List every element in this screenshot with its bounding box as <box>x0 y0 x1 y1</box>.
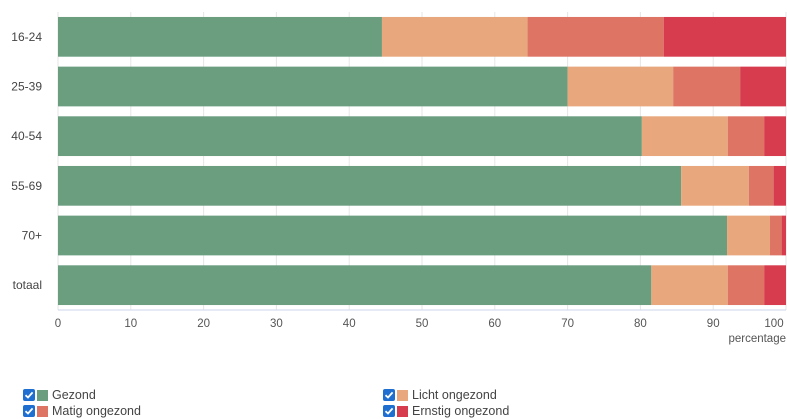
x-tick-label: 70 <box>561 318 574 330</box>
bar-segment <box>681 165 749 206</box>
category-label: 70+ <box>22 229 42 243</box>
checkbox-icon[interactable] <box>23 389 35 401</box>
x-tick-label: 60 <box>488 318 501 330</box>
legend-label: Licht ongezond <box>412 388 497 402</box>
bar-segment <box>58 165 682 206</box>
checkbox-icon[interactable] <box>23 405 35 417</box>
bar-segment <box>58 215 728 256</box>
x-tick-label: 30 <box>270 318 283 330</box>
bar-segment <box>740 66 786 107</box>
bar-segment <box>58 16 382 57</box>
chart-svg: 16-24 25-39 40-54 55-69 70+ totaal 0 10 20 30 40 50… <box>11 12 787 345</box>
bar-segment <box>748 165 774 206</box>
x-tick-label: 100 <box>764 318 783 330</box>
bar-segment <box>673 66 741 107</box>
bar-segment <box>773 165 786 206</box>
bar-segment <box>764 265 786 306</box>
bar-segment <box>727 215 770 256</box>
checkbox-icon[interactable] <box>383 389 395 401</box>
checkbox-icon[interactable] <box>383 405 395 417</box>
category-label: 25-39 <box>11 80 42 94</box>
bar-segment <box>381 16 528 57</box>
x-tick-label: 10 <box>124 318 137 330</box>
bar-segment <box>527 16 664 57</box>
legend-swatch <box>37 389 48 401</box>
bar-segment <box>58 265 652 306</box>
bar-segment <box>58 116 642 157</box>
bar-segment <box>58 66 568 107</box>
legend-label: Gezond <box>52 388 96 402</box>
x-tick-label: 40 <box>343 318 356 330</box>
x-tick-label: 90 <box>707 318 720 330</box>
legend-swatch <box>397 389 408 401</box>
stacked-bar-chart: 16-24 25-39 40-54 55-69 70+ totaal 0 10 20 30 40 50… <box>11 12 787 345</box>
legend-swatch <box>397 405 408 417</box>
bar-segment <box>651 265 728 306</box>
bar-segment <box>727 265 765 306</box>
bar-segment <box>567 66 674 107</box>
x-axis-title: percentage <box>728 333 786 345</box>
x-tick-label: 20 <box>197 318 210 330</box>
x-tick-label: 80 <box>634 318 647 330</box>
legend-item-gezond[interactable]: Gezond <box>23 387 96 403</box>
category-label: 16-24 <box>11 30 42 44</box>
bar-segment <box>769 215 782 256</box>
legend-item-licht-ongezond[interactable]: Licht ongezond <box>383 387 497 403</box>
category-label: totaal <box>13 278 42 292</box>
category-label: 55-69 <box>11 179 42 193</box>
category-label: 40-54 <box>11 129 42 143</box>
bar-segment <box>727 116 765 157</box>
legend-item-matig-ongezond[interactable]: Matig ongezond <box>23 403 141 419</box>
bar-segment <box>781 215 786 256</box>
bar-segment <box>663 16 786 57</box>
legend-item-ernstig-ongezond[interactable]: Ernstig ongezond <box>383 403 509 419</box>
bar-segment <box>641 116 728 157</box>
legend-label: Ernstig ongezond <box>412 404 510 418</box>
legend-label: Matig ongezond <box>52 404 141 418</box>
bar-segment <box>764 116 786 157</box>
legend-swatch <box>37 405 48 417</box>
legend: Gezond Licht ongezond Matig ongezond Ern… <box>0 384 787 419</box>
x-tick-label: 0 <box>55 318 61 330</box>
x-tick-label: 50 <box>416 318 429 330</box>
